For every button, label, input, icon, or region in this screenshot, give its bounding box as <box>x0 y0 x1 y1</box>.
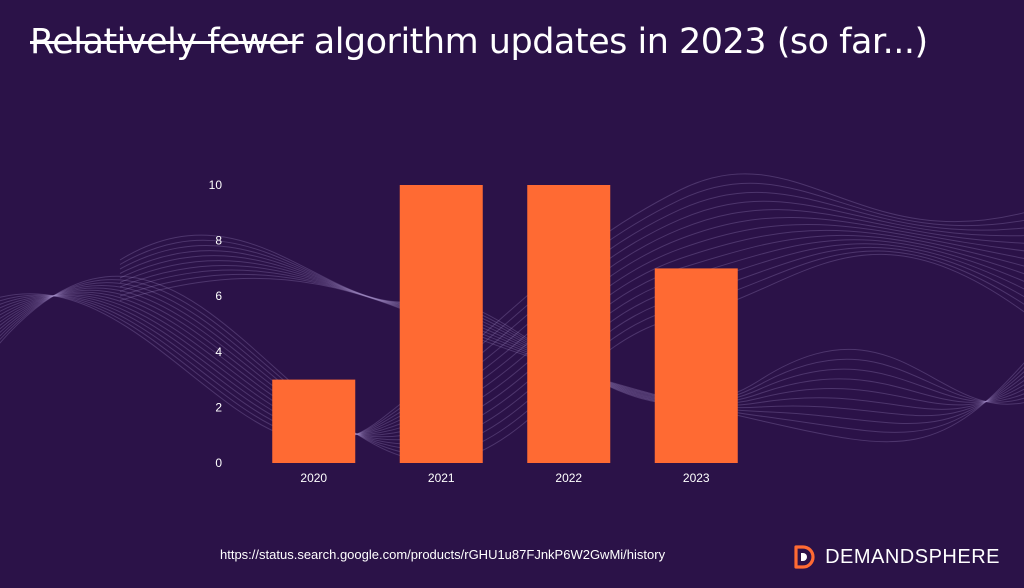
x-tick-label: 2023 <box>683 471 710 485</box>
y-tick-label: 2 <box>215 400 222 414</box>
wave-line <box>0 250 1024 456</box>
source-url: https://status.search.google.com/product… <box>220 547 666 562</box>
bar-2023 <box>654 268 738 463</box>
bar-2020 <box>272 379 356 463</box>
x-tick-label: 2020 <box>300 471 327 485</box>
wave-line <box>0 243 1024 445</box>
wave-line <box>0 239 1024 441</box>
title-rest-text: algorithm updates in 2023 (so far...) <box>303 22 928 62</box>
bar-2021 <box>399 185 483 463</box>
y-axis: 0 2 4 6 8 10 <box>209 178 223 470</box>
demandsphere-d-logo-icon <box>794 545 815 569</box>
y-tick-label: 4 <box>215 345 222 359</box>
y-tick-label: 0 <box>215 456 222 470</box>
wave-line <box>0 246 1024 450</box>
y-tick-label: 8 <box>215 234 222 248</box>
x-tick-label: 2021 <box>428 471 455 485</box>
bar-2022 <box>527 185 611 463</box>
wave-line <box>0 234 1024 438</box>
brand-logo: DEMANDSPHERE <box>791 544 1000 570</box>
wave-line <box>0 173 1024 443</box>
bars <box>272 185 738 463</box>
x-axis: 2020 2021 2022 2023 <box>300 471 710 485</box>
wave-line <box>0 253 1024 462</box>
wave-line <box>0 216 1024 435</box>
wave-line <box>0 191 1024 439</box>
brand-name: DEMANDSPHERE <box>825 545 1000 568</box>
wave-line <box>0 200 1024 437</box>
title-struck-text: Relatively fewer <box>30 22 304 62</box>
wave-line <box>0 182 1024 441</box>
wave-line <box>0 209 1024 436</box>
y-tick-label: 6 <box>215 289 222 303</box>
wave-line <box>0 223 1024 435</box>
page-title: Relatively fewer algorithm updates in 20… <box>30 22 928 62</box>
wave-line <box>0 229 1024 436</box>
x-tick-label: 2022 <box>555 471 582 485</box>
y-tick-label: 10 <box>209 178 223 192</box>
